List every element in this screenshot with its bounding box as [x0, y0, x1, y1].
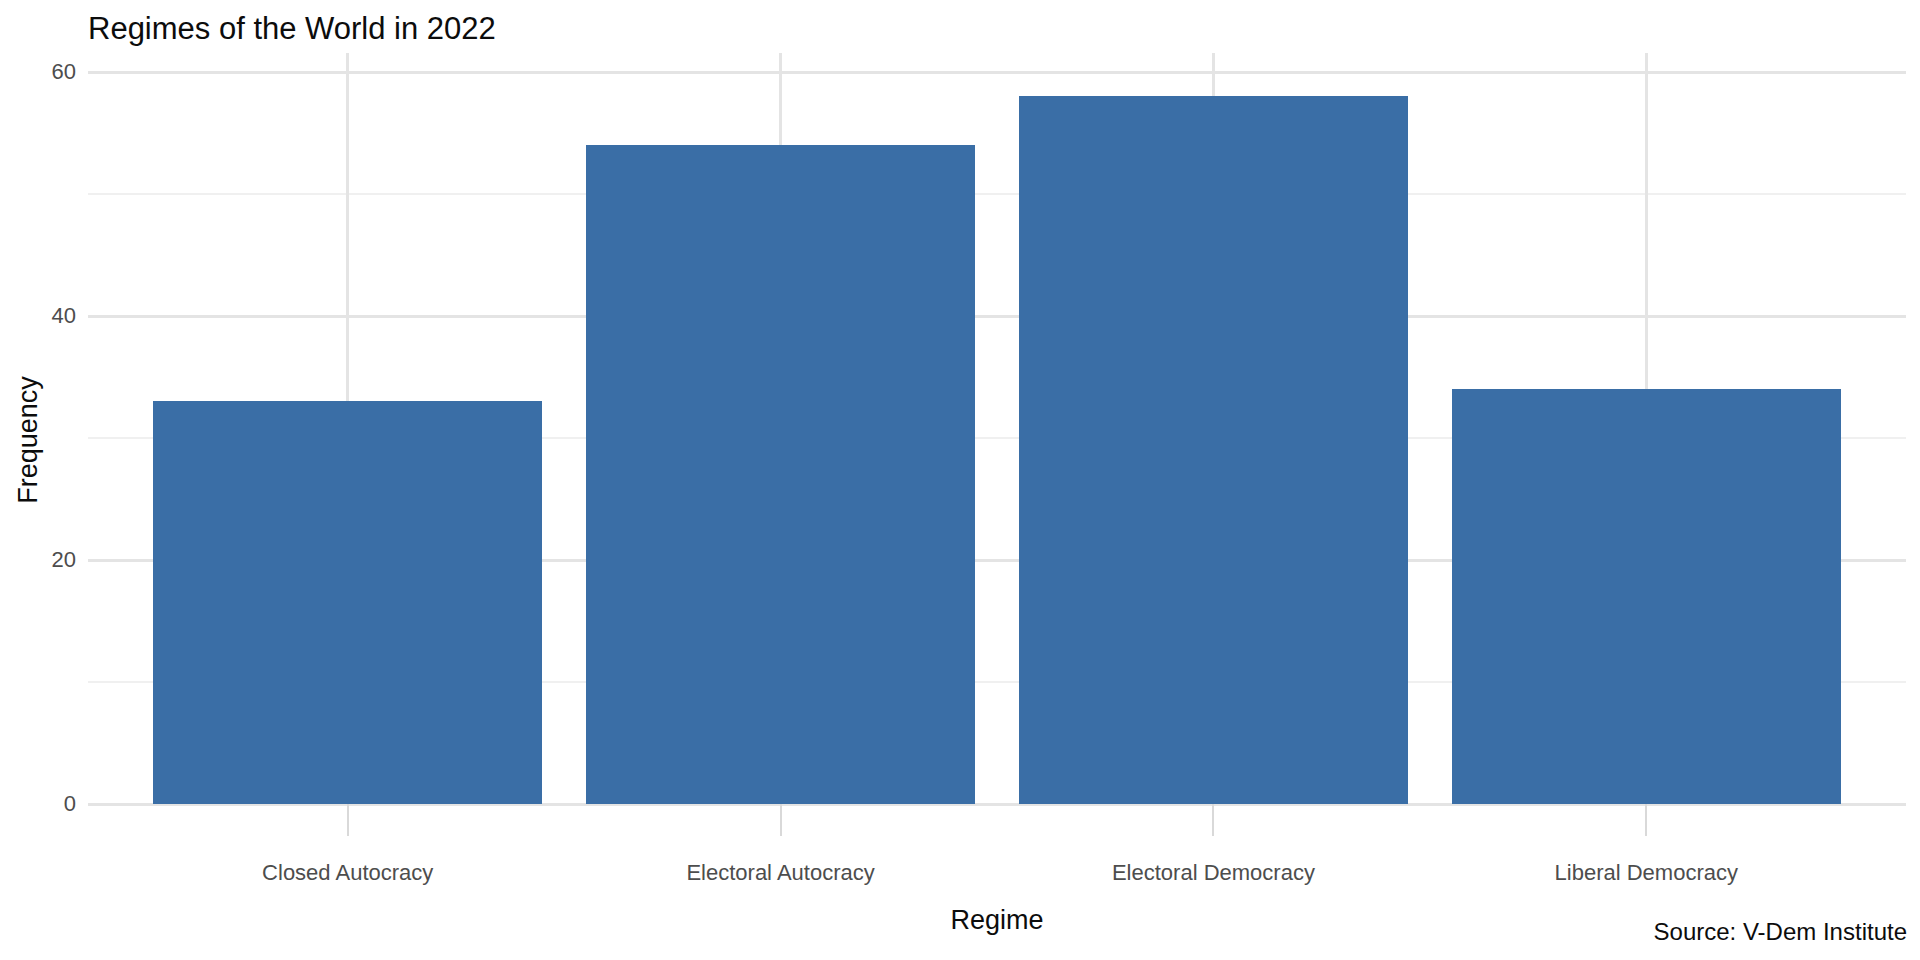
bar: [153, 401, 543, 804]
chart-title: Regimes of the World in 2022: [88, 10, 496, 48]
x-tick-label: Electoral Democracy: [1112, 861, 1315, 885]
x-axis-tick: [347, 804, 349, 836]
x-axis-title: Regime: [950, 905, 1043, 936]
y-axis-title: Frequency: [13, 376, 44, 504]
x-axis-tick: [1212, 804, 1214, 836]
x-axis-tick: [780, 804, 782, 836]
y-tick-label: 40: [16, 305, 76, 327]
bar: [586, 145, 976, 804]
y-tick-label: 0: [16, 793, 76, 815]
gridline-h-major: [88, 315, 1906, 318]
x-tick-label: Electoral Autocracy: [686, 861, 874, 885]
x-tick-label: Closed Autocracy: [262, 861, 433, 885]
source-note: Source: V-Dem Institute: [1654, 918, 1907, 946]
y-tick-label: 60: [16, 61, 76, 83]
gridline-h-minor: [88, 193, 1906, 195]
x-axis-tick: [1645, 804, 1647, 836]
x-tick-label: Liberal Democracy: [1555, 861, 1738, 885]
gridline-h-major: [88, 71, 1906, 74]
bar: [1452, 389, 1842, 804]
bar: [1019, 96, 1409, 804]
y-tick-label: 20: [16, 549, 76, 571]
bar-chart: Regimes of the World in 2022 Frequency R…: [0, 0, 1920, 960]
